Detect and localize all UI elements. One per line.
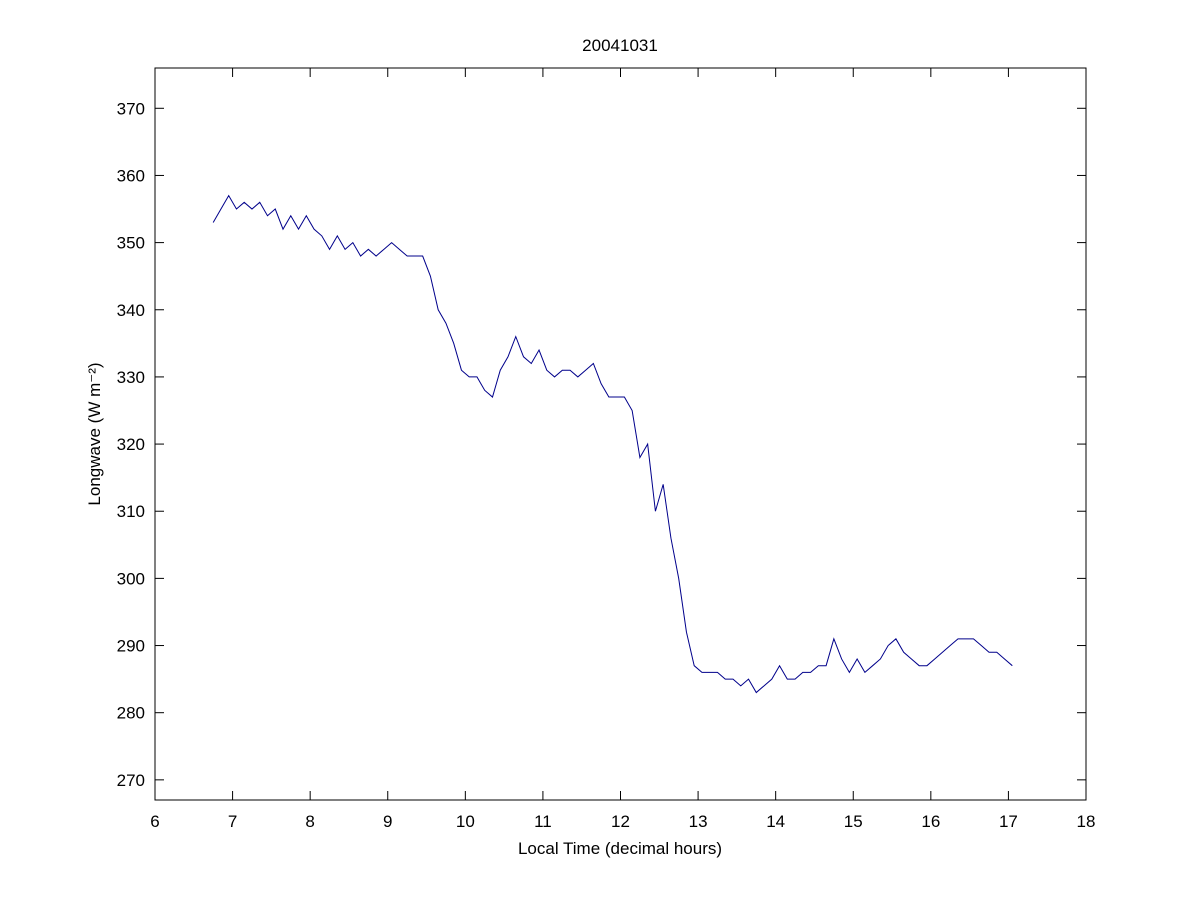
x-tick-label: 18 (1077, 812, 1096, 831)
chart-title: 20041031 (582, 36, 658, 55)
x-tick-label: 13 (689, 812, 708, 831)
y-tick-label: 280 (117, 704, 145, 723)
x-tick-label: 16 (921, 812, 940, 831)
x-tick-label: 12 (611, 812, 630, 831)
y-tick-label: 330 (117, 368, 145, 387)
x-tick-label: 15 (844, 812, 863, 831)
y-tick-label: 370 (117, 99, 145, 118)
y-tick-label: 290 (117, 637, 145, 656)
x-tick-label: 9 (383, 812, 392, 831)
x-tick-label: 11 (534, 812, 552, 831)
x-axis-label: Local Time (decimal hours) (518, 839, 722, 858)
y-tick-label: 300 (117, 569, 145, 588)
y-tick-label: 340 (117, 301, 145, 320)
y-tick-label: 270 (117, 771, 145, 790)
x-tick-label: 8 (305, 812, 314, 831)
plot-area (154, 67, 1087, 801)
x-tick-label: 10 (456, 812, 475, 831)
y-tick-label: 360 (117, 166, 145, 185)
y-tick-label: 350 (117, 234, 145, 253)
x-tick-label: 6 (150, 812, 159, 831)
x-tick-label: 7 (228, 812, 237, 831)
x-tick-label: 17 (999, 812, 1018, 831)
y-axis-label: Longwave (W m⁻²) (85, 362, 104, 505)
x-tick-label: 14 (766, 812, 785, 831)
y-tick-label: 310 (117, 502, 145, 521)
y-tick-label: 320 (117, 435, 145, 454)
data-line (212, 194, 1013, 694)
